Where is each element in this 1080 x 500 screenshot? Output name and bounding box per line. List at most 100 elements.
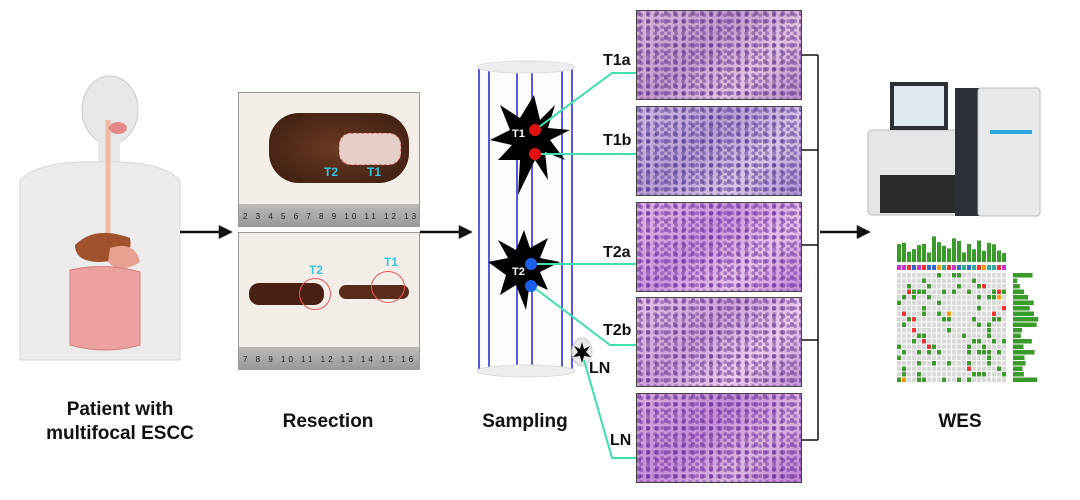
oncoplot-cell	[897, 284, 901, 289]
oncoplot-cell	[992, 366, 996, 371]
oncoplot-cell	[962, 300, 966, 305]
oncoplot-cell	[962, 295, 966, 300]
oncoplot-cell	[917, 377, 921, 382]
oncoplot-cell	[952, 377, 956, 382]
oncoplot-cell	[922, 273, 926, 278]
oncoplot-cell	[962, 311, 966, 316]
oncoplot-cell	[992, 328, 996, 333]
oncoplot-cell	[937, 265, 941, 270]
oncoplot-cell	[982, 361, 986, 366]
oncoplot-cell	[897, 355, 901, 360]
oncoplot-cell	[982, 344, 986, 349]
oncoplot-cell	[937, 311, 941, 316]
oncoplot-cell	[1013, 350, 1035, 355]
oncoplot-cell	[947, 317, 951, 322]
oncoplot-cell	[977, 240, 981, 262]
tumor-t2-icon	[488, 230, 560, 310]
oncoplot-cell	[1013, 295, 1029, 300]
oncoplot-cell	[962, 317, 966, 322]
oncoplot-cell	[902, 300, 906, 305]
histology-t2a	[636, 202, 802, 292]
oncoplot-cell	[962, 372, 966, 377]
oncoplot-cell	[912, 339, 916, 344]
oncoplot-cell	[997, 350, 1001, 355]
oncoplot-cell	[957, 300, 961, 305]
oncoplot-cell	[922, 361, 926, 366]
oncoplot-cell	[937, 350, 941, 355]
oncoplot-cell	[952, 350, 956, 355]
oncoplot-cell	[942, 311, 946, 316]
oncoplot-cell	[932, 328, 936, 333]
oncoplot-cell	[932, 366, 936, 371]
oncoplot-cell	[967, 289, 971, 294]
sample-label-t2a: T2a	[603, 244, 631, 261]
oncoplot-cell	[927, 278, 931, 283]
oncoplot-cell	[952, 372, 956, 377]
oncoplot-cell	[957, 306, 961, 311]
oncoplot-cell	[992, 295, 996, 300]
oncoplot-cell	[982, 284, 986, 289]
oncoplot-cell	[972, 322, 976, 327]
oncoplot-cell	[992, 317, 996, 322]
oncoplot-cell	[917, 350, 921, 355]
oncoplot-cell	[907, 278, 911, 283]
oncoplot-cell	[912, 344, 916, 349]
sample-label-ln: LN	[610, 432, 632, 449]
oncoplot-cell	[897, 361, 901, 366]
oncoplot-cell	[922, 278, 926, 283]
oncoplot-cell	[957, 284, 961, 289]
oncoplot-cell	[982, 372, 986, 377]
oncoplot-cell	[937, 295, 941, 300]
oncoplot-cell	[947, 273, 951, 278]
oncoplot-cell	[1002, 295, 1006, 300]
oncoplot-cell	[907, 265, 911, 270]
oncoplot-cell	[1013, 278, 1018, 283]
oncoplot-cell	[952, 238, 956, 262]
oncoplot-cell	[897, 350, 901, 355]
oncoplot-cell	[912, 333, 916, 338]
photo-label-t1: T1	[367, 165, 382, 179]
oncoplot-cell	[962, 328, 966, 333]
oncoplot-cell	[992, 300, 996, 305]
oncoplot-cell	[952, 300, 956, 305]
oncoplot-cell	[897, 377, 901, 382]
oncoplot-cell	[997, 250, 1001, 262]
oncoplot-cell	[962, 306, 966, 311]
oncoplot-cell	[972, 284, 976, 289]
oncoplot-cell	[992, 284, 996, 289]
oncoplot-cell	[972, 289, 976, 294]
oncoplot-cell	[1013, 317, 1039, 322]
histology-t2b	[636, 297, 802, 387]
oncoplot-cell	[957, 240, 961, 262]
oncoplot-cell	[982, 366, 986, 371]
oncoplot-cell	[1002, 306, 1006, 311]
oncoplot-cell	[902, 333, 906, 338]
oncoplot-cell	[967, 306, 971, 311]
step-label-sampling: Sampling	[482, 411, 568, 432]
oncoplot-cell	[977, 344, 981, 349]
oncoplot-cell	[987, 289, 991, 294]
oncoplot-cell	[967, 328, 971, 333]
oncoplot-cell	[987, 355, 991, 360]
oncoplot-cell	[942, 295, 946, 300]
oncoplot-cell	[1002, 333, 1006, 338]
oncoplot-cell	[957, 366, 961, 371]
oncoplot-cell	[922, 295, 926, 300]
oncoplot-cell	[947, 333, 951, 338]
oncoplot-cell	[922, 372, 926, 377]
oncoplot-cell	[987, 322, 991, 327]
oncoplot-cell	[907, 344, 911, 349]
oncoplot-cell	[1002, 289, 1006, 294]
oncoplot-cell	[982, 317, 986, 322]
oncoplot-cell	[1013, 377, 1038, 382]
oncoplot-cell	[937, 377, 941, 382]
oncoplot-cell	[922, 317, 926, 322]
oncoplot-cell	[947, 248, 951, 262]
oncoplot-cell	[952, 278, 956, 283]
oncoplot-cell	[987, 295, 991, 300]
oncoplot-cell	[977, 300, 981, 305]
oncoplot-cell	[982, 355, 986, 360]
histology-t1a	[636, 10, 802, 100]
oncoplot-cell	[897, 300, 901, 305]
